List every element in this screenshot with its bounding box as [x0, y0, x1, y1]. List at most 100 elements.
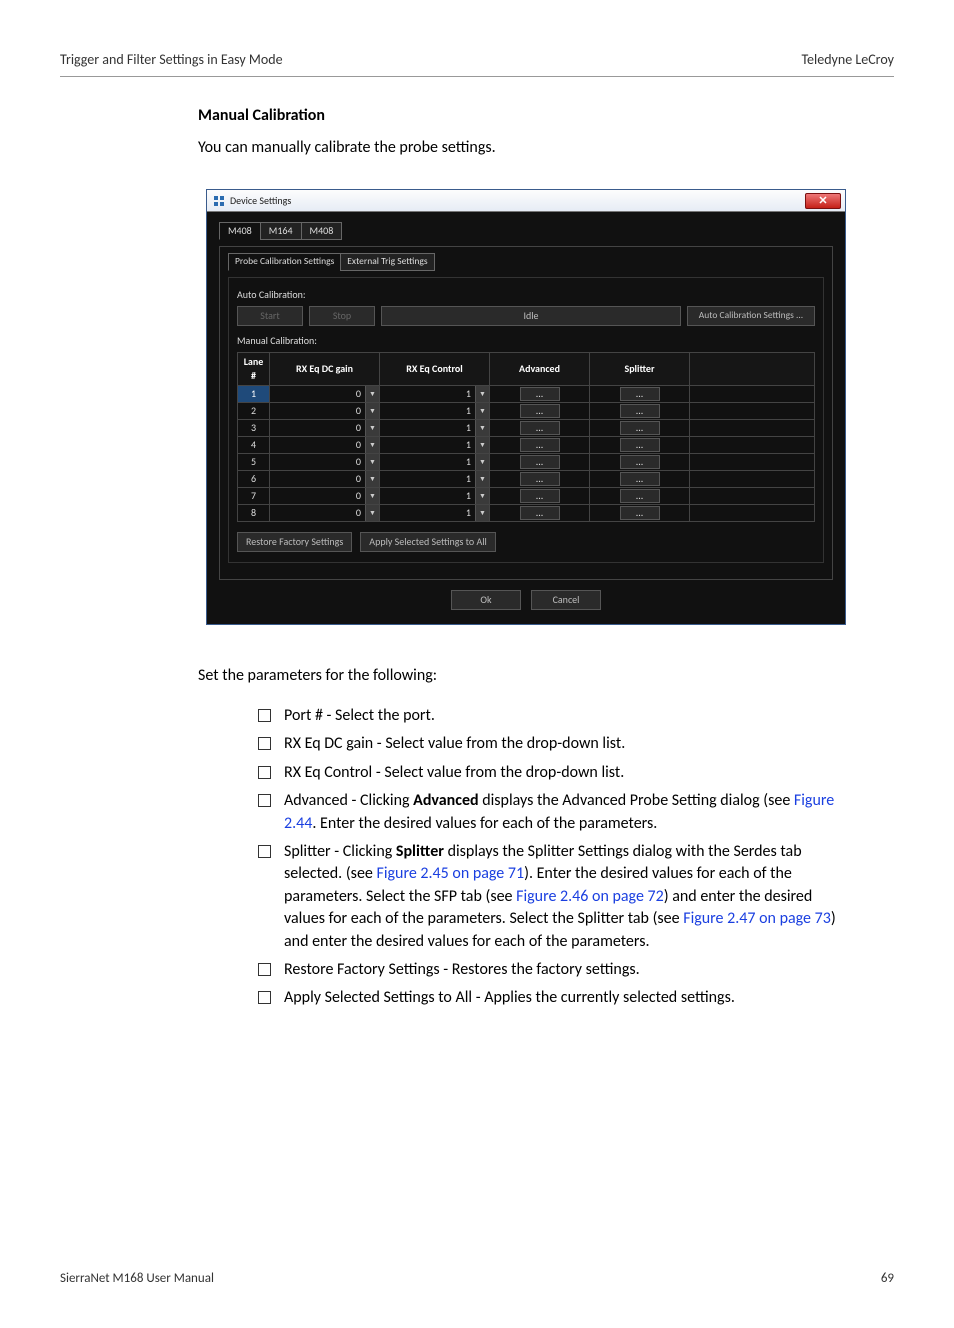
tab-external-trig[interactable]: External Trig Settings — [340, 253, 434, 270]
splitter-button[interactable]: ... — [620, 506, 660, 520]
table-row[interactable]: 20▼1▼...... — [238, 402, 815, 419]
dropdown-icon[interactable]: ▼ — [475, 420, 489, 436]
section-heading: Manual Calibration — [198, 105, 854, 127]
dropdown-icon[interactable]: ▼ — [475, 454, 489, 470]
dropdown-icon[interactable]: ▼ — [365, 454, 379, 470]
lane-cell[interactable]: 4 — [238, 436, 270, 453]
advanced-button[interactable]: ... — [520, 421, 560, 435]
device-tab-m408-2[interactable]: M408 — [301, 222, 343, 240]
table-row[interactable]: 10▼1▼...... — [238, 385, 815, 402]
dropdown-icon[interactable]: ▼ — [365, 488, 379, 504]
splitter-cell: ... — [590, 487, 690, 504]
device-tab-m164[interactable]: M164 — [260, 222, 302, 240]
titlebar: Device Settings ✕ — [207, 190, 845, 212]
dropdown-icon[interactable]: ▼ — [365, 386, 379, 402]
lane-cell[interactable]: 2 — [238, 402, 270, 419]
splitter-button[interactable]: ... — [620, 489, 660, 503]
dc-gain-cell[interactable]: 0▼ — [270, 470, 380, 487]
dc-gain-cell[interactable]: 0▼ — [270, 402, 380, 419]
dropdown-icon[interactable]: ▼ — [365, 420, 379, 436]
lane-cell[interactable]: 5 — [238, 453, 270, 470]
device-tab-m408-1[interactable]: M408 — [219, 222, 261, 240]
eq-control-cell[interactable]: 1▼ — [380, 385, 490, 402]
col-spacer — [690, 352, 815, 385]
dropdown-icon[interactable]: ▼ — [475, 437, 489, 453]
advanced-button[interactable]: ... — [520, 455, 560, 469]
spacer-cell — [690, 453, 815, 470]
header-rule — [60, 76, 894, 77]
advanced-button[interactable]: ... — [520, 506, 560, 520]
dc-gain-cell[interactable]: 0▼ — [270, 504, 380, 521]
auto-calibration-label: Auto Calibration: — [237, 288, 815, 302]
splitter-button[interactable]: ... — [620, 472, 660, 486]
dc-gain-cell[interactable]: 0▼ — [270, 453, 380, 470]
dropdown-icon[interactable]: ▼ — [475, 471, 489, 487]
bullet-advanced: Advanced - Clicking Advanced displays th… — [258, 790, 854, 835]
advanced-button[interactable]: ... — [520, 472, 560, 486]
dc-gain-cell[interactable]: 0▼ — [270, 436, 380, 453]
lane-cell[interactable]: 6 — [238, 470, 270, 487]
link-fig-2-46[interactable]: Figure 2.46 on page 72 — [516, 887, 664, 906]
advanced-cell: ... — [490, 453, 590, 470]
advanced-cell: ... — [490, 385, 590, 402]
splitter-cell: ... — [590, 453, 690, 470]
footer-page-number: 69 — [881, 1270, 894, 1288]
eq-control-cell[interactable]: 1▼ — [380, 419, 490, 436]
splitter-button[interactable]: ... — [620, 421, 660, 435]
eq-control-cell[interactable]: 1▼ — [380, 487, 490, 504]
advanced-button[interactable]: ... — [520, 438, 560, 452]
dc-gain-cell[interactable]: 0▼ — [270, 487, 380, 504]
eq-control-cell[interactable]: 1▼ — [380, 504, 490, 521]
close-button[interactable]: ✕ — [805, 193, 841, 209]
text: displays the Advanced Probe Setting dial… — [479, 791, 794, 810]
dropdown-icon[interactable]: ▼ — [365, 471, 379, 487]
lane-cell[interactable]: 7 — [238, 487, 270, 504]
table-row[interactable]: 40▼1▼...... — [238, 436, 815, 453]
dropdown-icon[interactable]: ▼ — [475, 505, 489, 521]
dropdown-icon[interactable]: ▼ — [475, 488, 489, 504]
lane-cell[interactable]: 3 — [238, 419, 270, 436]
eq-control-cell[interactable]: 1▼ — [380, 436, 490, 453]
dropdown-icon[interactable]: ▼ — [365, 403, 379, 419]
advanced-button[interactable]: ... — [520, 489, 560, 503]
splitter-button[interactable]: ... — [620, 455, 660, 469]
restore-factory-button[interactable]: Restore Factory Settings — [237, 532, 352, 552]
advanced-cell: ... — [490, 436, 590, 453]
link-fig-2-45[interactable]: Figure 2.45 on page 71 — [376, 864, 524, 883]
dropdown-icon[interactable]: ▼ — [365, 505, 379, 521]
start-button[interactable]: Start — [237, 306, 303, 326]
splitter-cell: ... — [590, 504, 690, 521]
table-row[interactable]: 60▼1▼...... — [238, 470, 815, 487]
tab-probe-calibration[interactable]: Probe Calibration Settings — [228, 253, 341, 270]
splitter-button[interactable]: ... — [620, 438, 660, 452]
auto-calibration-settings-button[interactable]: Auto Calibration Settings ... — [687, 306, 815, 326]
lanes-table: Lane # RX Eq DC gain RX Eq Control Advan… — [237, 352, 815, 522]
advanced-button[interactable]: ... — [520, 404, 560, 418]
ok-button[interactable]: Ok — [451, 590, 521, 610]
eq-control-cell[interactable]: 1▼ — [380, 470, 490, 487]
link-fig-2-47[interactable]: Figure 2.47 on page 73 — [683, 909, 831, 928]
dc-gain-cell[interactable]: 0▼ — [270, 419, 380, 436]
table-row[interactable]: 70▼1▼...... — [238, 487, 815, 504]
lane-cell[interactable]: 1 — [238, 385, 270, 402]
dropdown-icon[interactable]: ▼ — [475, 386, 489, 402]
text: Splitter - Clicking — [284, 842, 396, 861]
table-row[interactable]: 80▼1▼...... — [238, 504, 815, 521]
eq-control-cell[interactable]: 1▼ — [380, 453, 490, 470]
advanced-button[interactable]: ... — [520, 387, 560, 401]
dropdown-icon[interactable]: ▼ — [475, 403, 489, 419]
table-row[interactable]: 50▼1▼...... — [238, 453, 815, 470]
lane-cell[interactable]: 8 — [238, 504, 270, 521]
splitter-cell: ... — [590, 470, 690, 487]
splitter-button[interactable]: ... — [620, 404, 660, 418]
stop-button[interactable]: Stop — [309, 306, 375, 326]
cancel-button[interactable]: Cancel — [531, 590, 601, 610]
dropdown-icon[interactable]: ▼ — [365, 437, 379, 453]
device-tabs: M408 M164 M408 — [219, 222, 833, 240]
table-row[interactable]: 30▼1▼...... — [238, 419, 815, 436]
apply-all-button[interactable]: Apply Selected Settings to All — [360, 532, 496, 552]
eq-control-cell[interactable]: 1▼ — [380, 402, 490, 419]
dc-gain-cell[interactable]: 0▼ — [270, 385, 380, 402]
splitter-button[interactable]: ... — [620, 387, 660, 401]
splitter-bold: Splitter — [396, 842, 444, 861]
